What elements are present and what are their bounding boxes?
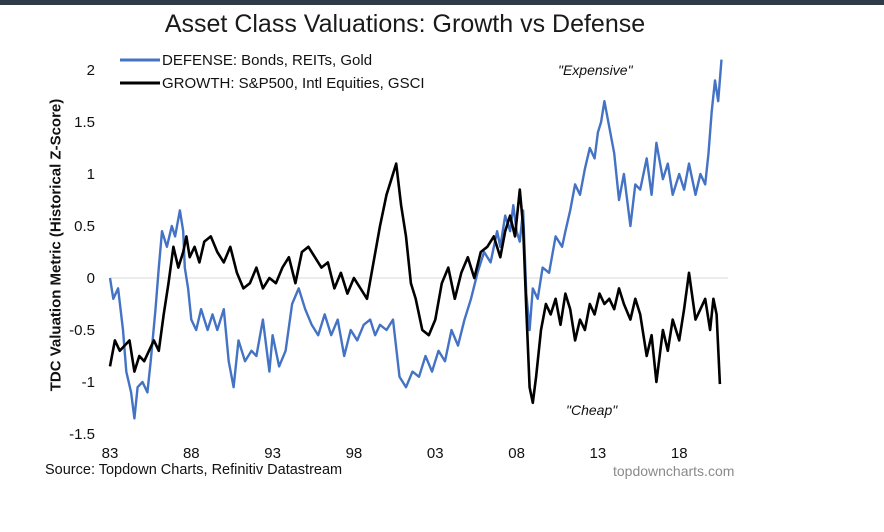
- x-tick-label: 08: [508, 445, 525, 462]
- y-tick-label: 0: [87, 270, 95, 287]
- annotation-expensive: "Expensive": [558, 62, 634, 78]
- annotation-cheap: "Cheap": [566, 402, 618, 418]
- chart-title: Asset Class Valuations: Growth vs Defens…: [164, 10, 646, 38]
- source-note: Source: Topdown Charts, Refinitiv Datast…: [45, 462, 343, 478]
- y-tick-label: 0.5: [74, 218, 95, 235]
- series-line-defense: [108, 59, 723, 420]
- y-tick-label: 2: [87, 62, 95, 79]
- x-tick-label: 98: [346, 445, 363, 462]
- x-tick-label: 13: [590, 445, 607, 462]
- y-tick-label: -1.5: [69, 426, 95, 443]
- x-tick-label: 03: [427, 445, 444, 462]
- website-credit: topdowncharts.com: [613, 463, 735, 479]
- y-tick-label: 1: [87, 166, 95, 183]
- x-tick-label: 88: [183, 445, 200, 462]
- x-tick-label: 18: [671, 445, 688, 462]
- legend-label: DEFENSE: Bonds, REITs, Gold: [162, 52, 372, 69]
- series-line-growth: [108, 162, 722, 405]
- y-tick-label: 1.5: [74, 114, 95, 131]
- x-tick-label: 83: [102, 445, 119, 462]
- legend-label: GROWTH: S&P500, Intl Equities, GSCI: [162, 75, 425, 92]
- x-tick-label: 93: [264, 445, 281, 462]
- y-tick-label: -0.5: [69, 322, 95, 339]
- y-tick-label: -1: [82, 374, 95, 391]
- top-bar: [0, 0, 884, 5]
